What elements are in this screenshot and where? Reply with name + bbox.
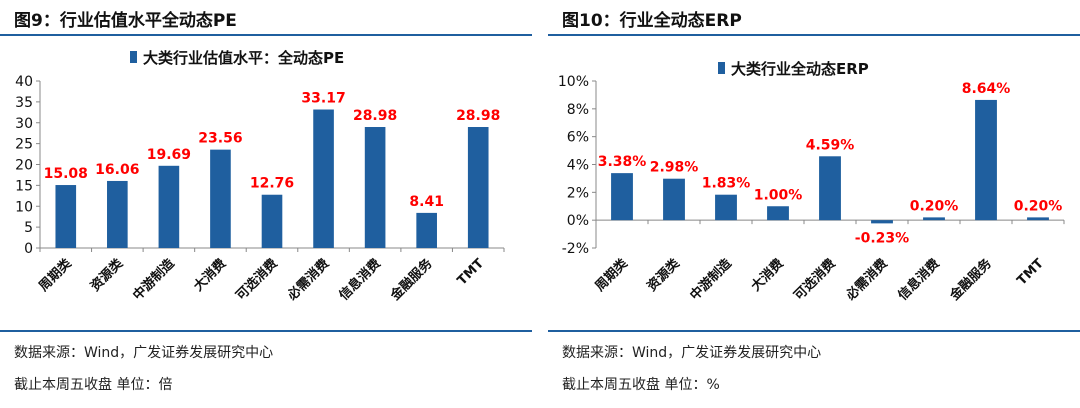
data-label: 15.08: [44, 166, 88, 182]
bar: [158, 165, 180, 248]
x-tick-label: 资源类: [87, 255, 127, 295]
x-tick-label: 周期类: [36, 255, 76, 295]
data-label: 19.69: [147, 147, 191, 163]
x-tick-label: 金融服务: [946, 255, 995, 304]
figure-title: 图10：行业全动态ERP: [562, 11, 742, 31]
data-label: 33.17: [301, 91, 345, 107]
legend-label: 大类行业全动态ERP: [731, 60, 869, 78]
legend: 大类行业估值水平：全动态PE: [130, 49, 344, 67]
footer-rule: [0, 330, 532, 332]
y-tick-label: 4%: [567, 158, 589, 174]
x-tick-label: 大消费: [748, 256, 787, 295]
x-tick-label: 必需消费: [284, 256, 333, 305]
unit-note: 截止本周五收盘 单位：倍: [14, 377, 173, 393]
y-tick-label: 0%: [567, 213, 589, 229]
bar: [261, 194, 283, 248]
data-label: 0.20%: [910, 198, 959, 214]
y-tick-label: 15: [15, 178, 33, 194]
bar: [416, 212, 437, 248]
bar: [819, 156, 841, 221]
x-tick-label: 信息消费: [336, 256, 384, 304]
legend: 大类行业全动态ERP: [718, 60, 869, 78]
x-tick-label: 周期类: [592, 255, 632, 295]
data-label: 8.41: [409, 194, 444, 210]
title-rule: [548, 34, 1080, 36]
bar: [467, 127, 489, 248]
x-tick-label: TMT: [1015, 256, 1047, 288]
data-label: 16.06: [95, 162, 139, 178]
data-label: 3.38%: [598, 154, 647, 170]
y-tick-label: 6%: [567, 130, 589, 146]
unit-note: 截止本周五收盘 单位：%: [562, 377, 720, 393]
bar: [923, 217, 945, 221]
y-tick-label: 25: [15, 137, 33, 153]
bar: [663, 178, 685, 221]
footer-rule: [548, 330, 1080, 332]
data-label: 28.98: [456, 108, 500, 124]
x-tick-label: 中游制造: [130, 255, 179, 304]
bar: [313, 109, 334, 248]
y-tick-label: 8%: [567, 102, 589, 118]
bar: [871, 220, 893, 224]
data-label: 8.64%: [962, 81, 1011, 97]
bar: [611, 173, 633, 221]
pe-bar-chart: 大类行业估值水平：全动态PE 0 5 10 15 20 25 30 35 40 15.08 周期类 16…: [15, 49, 505, 305]
x-tick-label: 必需消费: [842, 256, 891, 305]
data-label: 2.98%: [650, 160, 699, 176]
bar: [715, 194, 737, 221]
bar: [767, 206, 789, 221]
bar: [1027, 217, 1049, 221]
bar: [975, 99, 997, 221]
source-note: 数据来源：Wind，广发证券发展研究中心: [562, 345, 822, 361]
legend-swatch: [718, 62, 725, 74]
y-tick-label: 40: [15, 74, 33, 90]
data-label: 0.20%: [1014, 198, 1063, 214]
bar: [210, 149, 231, 248]
panel-pe: 图9：行业估值水平全动态PE 大类行业估值水平：全动态PE 0 5 10 15 20 25 3…: [0, 0, 532, 408]
data-label: 12.76: [250, 176, 294, 192]
bar: [364, 127, 386, 248]
x-tick-label: 中游制造: [687, 255, 736, 304]
y-tick-label: 20: [15, 158, 33, 174]
x-tick-label: 大消费: [190, 256, 229, 295]
y-tick-label: 2%: [567, 185, 589, 201]
y-tick-label: 5: [24, 220, 33, 236]
title-rule: [0, 34, 532, 36]
figure-title: 图9：行业估值水平全动态PE: [14, 11, 237, 31]
y-tick-label: 0: [24, 241, 33, 257]
y-tick-label: 10%: [558, 74, 589, 90]
x-tick-label: 可选消费: [791, 256, 839, 304]
x-tick-label: 资源类: [644, 255, 684, 295]
x-tick-label: 信息消费: [895, 256, 943, 304]
data-label: 23.56: [198, 131, 242, 147]
x-tick-label: TMT: [455, 256, 487, 288]
bar: [107, 180, 128, 248]
y-tick-label: -2%: [562, 241, 589, 257]
x-tick-label: 可选消费: [233, 256, 281, 304]
erp-bar-chart: 大类行业全动态ERP -2% 0% 2% 4% 6% 8% 10% 3.38% 周期类 2.98% 资…: [558, 60, 1065, 305]
data-label: 1.83%: [702, 176, 751, 192]
x-tick-label: 金融服务: [387, 255, 436, 304]
legend-swatch: [130, 51, 137, 63]
data-label: 1.00%: [754, 187, 803, 203]
source-note: 数据来源：Wind，广发证券发展研究中心: [14, 345, 274, 361]
y-tick-label: 35: [15, 95, 33, 111]
data-label: 4.59%: [806, 137, 855, 153]
panel-erp: 图10：行业全动态ERP 大类行业全动态ERP -2% 0% 2% 4% 6% 8% 10% 3…: [548, 0, 1080, 408]
y-tick-label: 10: [15, 199, 33, 215]
bar: [55, 185, 77, 248]
data-label: -0.23%: [855, 230, 909, 246]
legend-label: 大类行业估值水平：全动态PE: [143, 49, 344, 67]
data-label: 28.98: [353, 108, 397, 124]
y-tick-label: 30: [15, 116, 33, 132]
